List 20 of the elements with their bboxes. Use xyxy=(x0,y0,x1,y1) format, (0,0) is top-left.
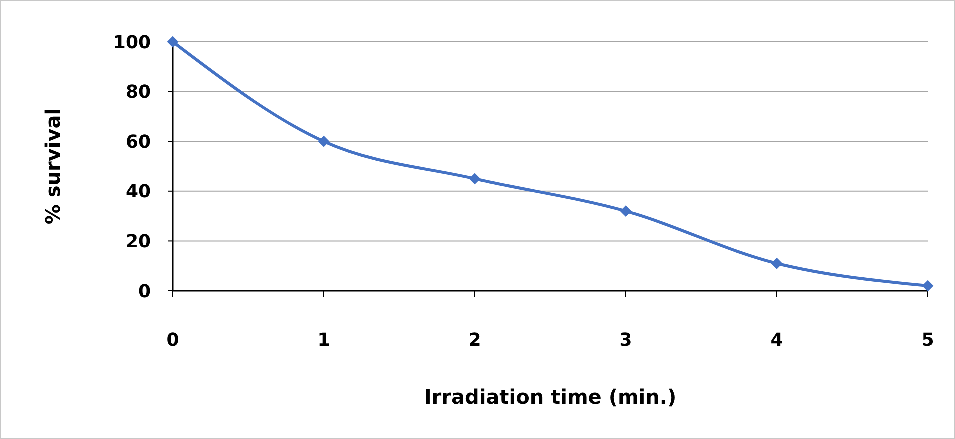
x-tick-label: 0 xyxy=(166,330,180,351)
y-tick-label: 20 xyxy=(126,232,151,252)
point xyxy=(470,173,480,184)
x-tick-label: 5 xyxy=(922,330,934,351)
point xyxy=(922,280,934,292)
x-tick-label: 1 xyxy=(318,330,330,351)
x-tick-label: 3 xyxy=(620,330,632,351)
y-tick-label: 100 xyxy=(113,32,151,54)
point xyxy=(620,206,632,217)
y-tick-label: 40 xyxy=(126,182,151,203)
x-tick-label: 4 xyxy=(770,330,784,351)
y-tick-label: 60 xyxy=(126,132,151,153)
point xyxy=(318,136,330,148)
x-axis-title: Irradiation time (min.) xyxy=(424,385,677,409)
x-tick-label: 2 xyxy=(468,330,482,351)
y-axis-title: % survival xyxy=(41,108,65,225)
y-tick-label: 80 xyxy=(126,82,151,104)
y-tick-label: 0 xyxy=(138,281,151,302)
point xyxy=(772,258,782,270)
point xyxy=(168,36,178,48)
